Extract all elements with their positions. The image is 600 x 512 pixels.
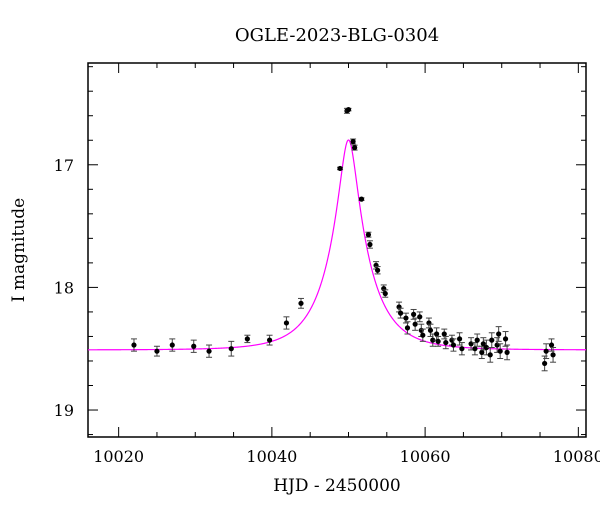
data-point	[487, 352, 493, 358]
data-point	[496, 331, 502, 337]
data-point	[443, 339, 449, 346]
x-tick-label: 10060	[400, 447, 451, 466]
data-point	[206, 348, 212, 354]
data-point	[358, 196, 365, 202]
data-point	[403, 315, 409, 321]
data-point	[479, 349, 485, 355]
data-point	[468, 341, 474, 347]
data-point	[542, 360, 548, 367]
data-point	[420, 332, 426, 338]
x-tick-label: 10040	[246, 447, 297, 466]
data-point	[382, 290, 388, 297]
data-point	[483, 344, 489, 351]
data-point	[404, 325, 411, 331]
chart-title: OGLE-2023-BLG-0304	[235, 25, 439, 46]
data-point	[298, 300, 304, 306]
data-point	[456, 336, 463, 342]
data-point	[548, 342, 555, 348]
data-point	[397, 310, 404, 316]
data-point	[504, 349, 510, 355]
data-point	[494, 342, 500, 348]
data-point	[350, 138, 356, 145]
data-point	[411, 311, 417, 317]
model-curve	[88, 139, 586, 351]
data-point	[283, 320, 290, 326]
data-point	[375, 267, 381, 273]
data-point	[412, 321, 418, 327]
data-point	[497, 348, 503, 354]
data-point	[489, 337, 495, 343]
x-axis-label: HJD - 2450000	[273, 476, 401, 496]
data-point	[154, 348, 160, 354]
data-point	[450, 342, 457, 348]
data-point	[337, 165, 343, 172]
data-point	[191, 343, 197, 349]
data-point	[417, 314, 423, 320]
data-point	[365, 232, 372, 238]
data-point	[427, 327, 434, 333]
data-point	[266, 337, 273, 343]
data-point	[352, 145, 358, 151]
data-points	[130, 106, 557, 372]
data-point	[430, 337, 436, 343]
x-tick-label: 10080	[553, 447, 600, 466]
data-point	[543, 348, 549, 354]
y-tick-label: 19	[54, 401, 74, 420]
data-point	[459, 346, 465, 352]
plot-frame	[87, 62, 587, 438]
y-axis-label: I magnitude	[9, 198, 29, 302]
data-point	[502, 336, 509, 342]
data-point	[550, 352, 556, 358]
data-point	[480, 341, 486, 347]
data-point	[472, 346, 478, 352]
data-point	[441, 331, 447, 337]
data-point	[228, 346, 234, 352]
x-tick-label: 10020	[93, 447, 144, 466]
data-point	[435, 338, 441, 344]
y-tick-label: 17	[54, 156, 74, 175]
axis-ticks	[88, 63, 586, 437]
data-point	[474, 337, 480, 343]
axis-tick-labels: 10020 10040 10060 10080 17 18 19	[54, 156, 600, 466]
data-point	[131, 342, 137, 348]
data-point	[169, 342, 175, 348]
data-point	[345, 106, 352, 113]
data-point	[244, 336, 250, 342]
data-point	[367, 241, 373, 248]
data-point	[434, 331, 440, 337]
y-tick-label: 18	[54, 278, 74, 297]
